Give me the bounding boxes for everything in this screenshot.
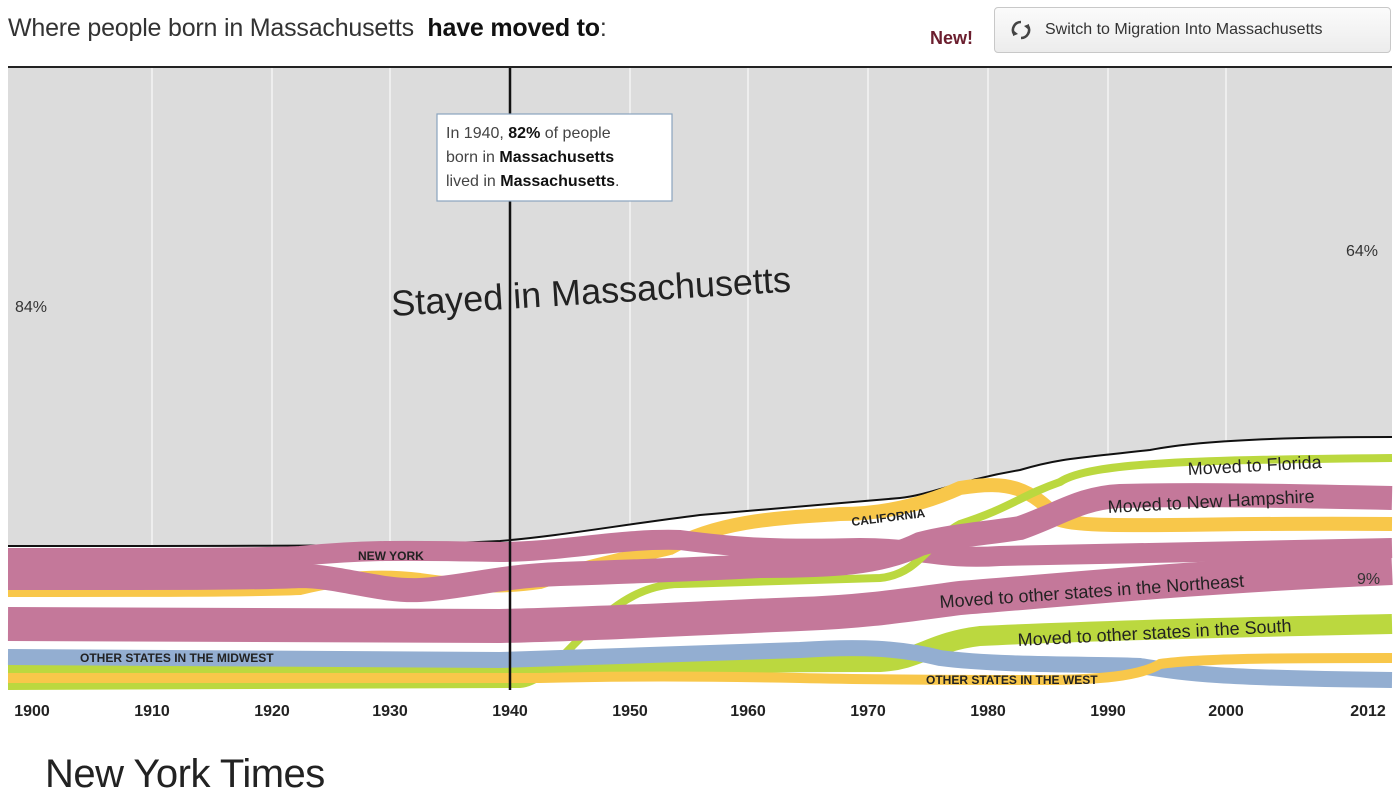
series-label-west: OTHER STATES IN THE WEST <box>926 673 1098 687</box>
chart-title: Where people born in Massachusetts have … <box>8 14 607 43</box>
band-new-hampshire <box>7 483 1393 603</box>
switch-button-label: Switch to Migration Into Massachusetts <box>1045 21 1323 38</box>
new-badge: New! <box>930 28 974 48</box>
tooltip-line-3: lived in Massachusetts. <box>446 173 619 190</box>
start-pct-label: 84% <box>15 299 47 316</box>
x-tick-label-2000: 2000 <box>1208 703 1244 720</box>
source-credit: New York Times <box>45 752 325 796</box>
x-tick-label-1990: 1990 <box>1090 703 1126 720</box>
band-new-york <box>7 529 1393 568</box>
x-tick-label-2012: 2012 <box>1350 703 1386 720</box>
tooltip: In 1940, 82% of people born in Massachus… <box>436 113 673 202</box>
tooltip-box <box>436 113 673 202</box>
band-northeast <box>7 551 1393 644</box>
x-tick-label-1960: 1960 <box>730 703 766 720</box>
northeast-pct-label: 9% <box>1357 571 1380 588</box>
title-suffix: : <box>599 14 607 42</box>
migration-chart: Stayed in Massachusetts 84% 64% 9% NEW Y… <box>7 66 1393 720</box>
tooltip-line-1: In 1940, 82% of people <box>446 125 611 142</box>
series-label-midwest: OTHER STATES IN THE MIDWEST <box>80 651 274 665</box>
x-tick-label-1900: 1900 <box>14 703 50 720</box>
x-tick-label-1950: 1950 <box>612 703 648 720</box>
x-axis-ticks: 1900 1910 1920 1930 1940 1950 1960 1970 1980 1990… <box>14 703 1386 720</box>
x-tick-label-1940: 1940 <box>492 703 528 720</box>
title-plain: Where people born in Massachusetts <box>8 14 414 42</box>
tooltip-line-2: born in Massachusetts <box>446 149 614 166</box>
x-tick-label-1970: 1970 <box>850 703 886 720</box>
x-tick-label-1910: 1910 <box>134 703 170 720</box>
title-bold: have moved to <box>427 14 600 42</box>
x-tick-label-1920: 1920 <box>254 703 290 720</box>
stayed-area <box>8 68 1392 546</box>
x-tick-label-1930: 1930 <box>372 703 408 720</box>
end-pct-label: 64% <box>1346 243 1378 260</box>
band-florida <box>7 454 1393 690</box>
refresh-icon <box>1007 18 1035 42</box>
switch-migration-button[interactable]: Switch to Migration Into Massachusetts <box>994 7 1391 53</box>
series-label-new-york: NEW YORK <box>358 549 424 563</box>
x-tick-label-1980: 1980 <box>970 703 1006 720</box>
band-west <box>8 653 1393 686</box>
